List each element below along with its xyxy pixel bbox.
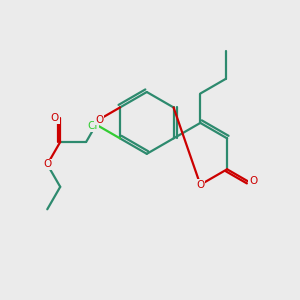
Text: O: O [249, 176, 257, 186]
Text: O: O [51, 113, 59, 123]
Text: O: O [95, 115, 103, 124]
Text: O: O [43, 159, 51, 170]
Text: Cl: Cl [88, 121, 98, 131]
Text: O: O [196, 180, 205, 190]
